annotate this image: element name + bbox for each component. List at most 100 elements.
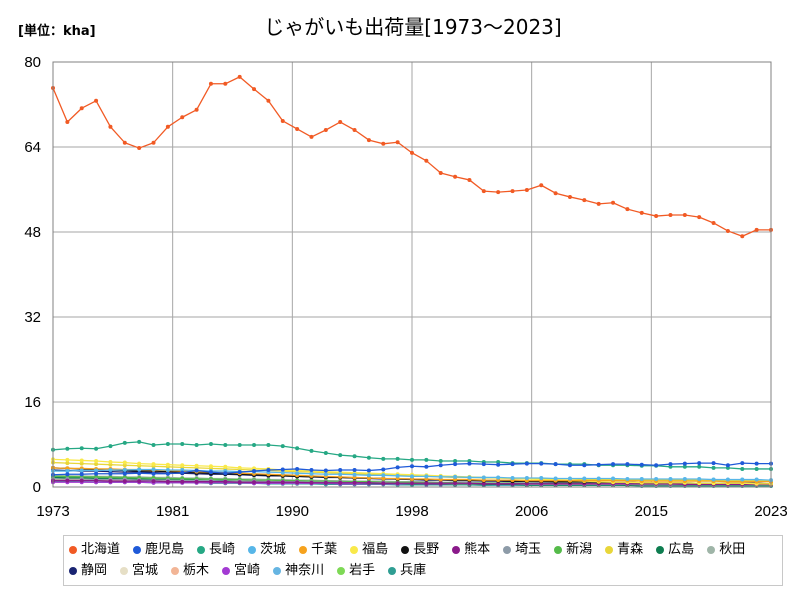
data-point	[639, 477, 644, 482]
data-point	[323, 128, 328, 132]
data-point	[295, 471, 300, 476]
data-point	[725, 463, 730, 468]
data-point	[510, 475, 515, 480]
data-point	[223, 479, 228, 484]
data-point	[381, 467, 386, 472]
legend-item: 兵庫	[388, 564, 426, 577]
data-point	[524, 475, 529, 480]
legend-item: 宮城	[120, 564, 158, 577]
data-point	[366, 138, 371, 143]
data-point	[654, 214, 659, 219]
data-point	[453, 174, 458, 179]
chart-title: じゃがいも出荷量[1973～2023]	[264, 15, 561, 39]
data-point	[65, 120, 70, 125]
data-point	[553, 462, 558, 467]
data-point	[496, 475, 501, 480]
data-point	[309, 448, 314, 453]
x-tick-label: 2006	[515, 503, 548, 520]
data-point	[539, 461, 544, 466]
data-point	[94, 98, 99, 103]
legend-marker	[401, 545, 410, 554]
data-point	[481, 481, 486, 486]
data-point	[194, 463, 199, 468]
data-point	[682, 477, 687, 482]
legend-item: 鹿児島	[133, 543, 184, 556]
data-point	[467, 461, 472, 466]
legend-marker	[197, 545, 206, 554]
legend-label: 栃木	[183, 563, 210, 578]
data-point	[424, 464, 429, 469]
data-point	[639, 462, 644, 467]
data-point	[237, 465, 242, 470]
data-point	[352, 468, 357, 472]
legend-marker	[273, 566, 282, 575]
data-point	[94, 468, 99, 473]
data-point	[266, 98, 271, 103]
data-point	[94, 462, 99, 467]
data-point	[366, 473, 371, 478]
data-point	[122, 471, 127, 476]
legend-marker	[554, 545, 563, 554]
legend-label: 北海道	[81, 542, 121, 557]
data-point	[395, 456, 400, 461]
data-point	[338, 468, 343, 472]
legend-label: 青森	[617, 542, 644, 557]
data-point	[611, 462, 616, 467]
data-point	[596, 476, 601, 481]
data-point	[65, 457, 70, 462]
legend-label: 広島	[668, 542, 695, 557]
grid	[53, 62, 771, 487]
data-point	[481, 189, 486, 194]
data-point	[252, 87, 257, 92]
y-tick-label: 16	[24, 394, 41, 411]
data-point	[266, 480, 271, 485]
y-axis-labels: 0 16 32 48 64 80	[24, 54, 41, 496]
data-point	[237, 480, 242, 485]
legend-label: 茨城	[260, 542, 287, 557]
legend-marker	[171, 566, 180, 575]
legend-label: 岩手	[349, 563, 376, 578]
data-point	[453, 481, 458, 486]
data-point	[79, 472, 84, 477]
data-point	[366, 455, 371, 460]
legend-item: 福島	[350, 543, 388, 556]
data-point	[668, 477, 673, 482]
data-point	[625, 207, 630, 212]
x-axis-labels: 1973 1981 1990 1998 2006 2015 2023	[36, 503, 787, 520]
data-point	[381, 481, 386, 486]
data-point	[697, 215, 702, 220]
legend-label: 神奈川	[285, 563, 325, 578]
y-tick-label: 80	[24, 54, 41, 71]
data-point	[596, 201, 601, 206]
data-point	[567, 476, 572, 481]
data-point	[180, 463, 185, 468]
series-group	[51, 467, 773, 483]
data-point	[122, 468, 127, 472]
y-tick-label: 48	[24, 224, 41, 241]
data-point	[208, 441, 213, 446]
data-point	[539, 475, 544, 480]
data-point	[467, 481, 472, 486]
data-point	[453, 474, 458, 479]
data-point	[424, 474, 429, 479]
data-point	[266, 468, 271, 472]
data-point	[137, 439, 142, 444]
data-point	[381, 141, 386, 146]
data-point	[366, 480, 371, 485]
data-point	[481, 475, 486, 480]
data-point	[309, 471, 314, 476]
data-point	[410, 150, 414, 155]
legend-item: 埼玉	[503, 543, 541, 556]
data-point	[295, 466, 300, 471]
data-point	[725, 477, 730, 482]
data-point	[496, 190, 501, 195]
data-point	[165, 124, 170, 129]
data-point	[94, 446, 99, 451]
data-point	[108, 471, 113, 476]
data-point	[352, 480, 357, 485]
data-point	[137, 467, 142, 472]
data-point	[754, 477, 759, 482]
data-point	[280, 470, 285, 475]
data-point	[625, 462, 630, 467]
data-point	[309, 480, 314, 485]
